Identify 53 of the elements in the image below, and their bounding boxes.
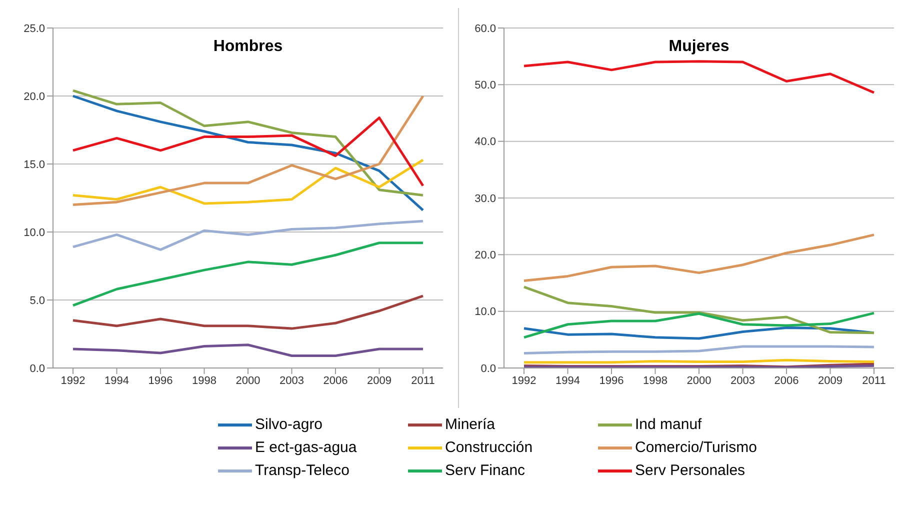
- y-tick-label: 20.0: [474, 250, 496, 262]
- line-series: [522, 234, 876, 282]
- legend-label: Transp-Teleco: [255, 462, 350, 479]
- y-tick-label: 30.0: [474, 192, 496, 205]
- x-tick-label: 1996: [599, 374, 624, 387]
- x-tick-label: 2006: [323, 374, 348, 387]
- text: Hombres: [212, 38, 284, 56]
- y-tick-label: 60.0: [474, 22, 496, 35]
- line-series: [522, 60, 876, 94]
- y-tick-label: 20.0: [24, 90, 45, 103]
- x-tick-label: 1996: [148, 374, 173, 387]
- line-series: [72, 294, 424, 330]
- y-tick-label: 10.0: [474, 306, 496, 318]
- legend-label: Construcción: [445, 439, 533, 456]
- line-series: [522, 312, 876, 339]
- line-series: [72, 220, 424, 251]
- x-tick-label: 2003: [280, 374, 304, 387]
- legend-label: Silvo-agro: [255, 416, 323, 433]
- x-tick-label: 2000: [236, 374, 260, 387]
- x-tick-label: 2009: [818, 374, 842, 387]
- x-tick-label: 2009: [367, 374, 392, 387]
- y-tick-label: 15.0: [24, 158, 45, 171]
- x-tick-label: 1994: [556, 374, 580, 387]
- x-tick-label: 2011: [411, 374, 435, 387]
- legend-label: Serv Personales: [635, 462, 746, 479]
- x-tick-label: 1998: [192, 374, 216, 387]
- legend-label: Ind manuf: [635, 416, 702, 433]
- x-tick-label: 1994: [104, 374, 129, 387]
- y-tick-label: 40.0: [474, 136, 496, 148]
- legend-label: Serv Financ: [445, 462, 526, 479]
- x-tick-label: 1992: [60, 374, 86, 387]
- y-tick-label: 25.0: [24, 22, 45, 35]
- line-series: [522, 345, 876, 355]
- text: Mujeres: [668, 38, 730, 56]
- legend-label: Comercio/Turismo: [635, 439, 757, 456]
- x-tick-label: 2006: [774, 374, 799, 387]
- y-tick-label: 10.0: [24, 226, 45, 239]
- x-tick-label: 1992: [512, 374, 536, 387]
- x-tick-label: 1998: [643, 374, 668, 387]
- y-tick-label: 0.0: [30, 362, 45, 375]
- legend-label: E ect-gas-agua: [255, 439, 357, 456]
- line-series: [522, 286, 876, 334]
- line-series: [72, 158, 424, 205]
- line-series: [72, 344, 424, 358]
- legend-label: Minería: [445, 416, 496, 433]
- x-tick-label: 2000: [686, 374, 712, 387]
- y-tick-label: 50.0: [474, 80, 496, 92]
- line-series: [72, 116, 424, 188]
- line-series: [72, 242, 424, 307]
- x-tick-label: 2003: [730, 374, 755, 387]
- y-tick-label: 5.0: [30, 294, 45, 307]
- y-tick-label: 0.0: [480, 362, 496, 375]
- x-tick-label: 2011: [862, 374, 886, 387]
